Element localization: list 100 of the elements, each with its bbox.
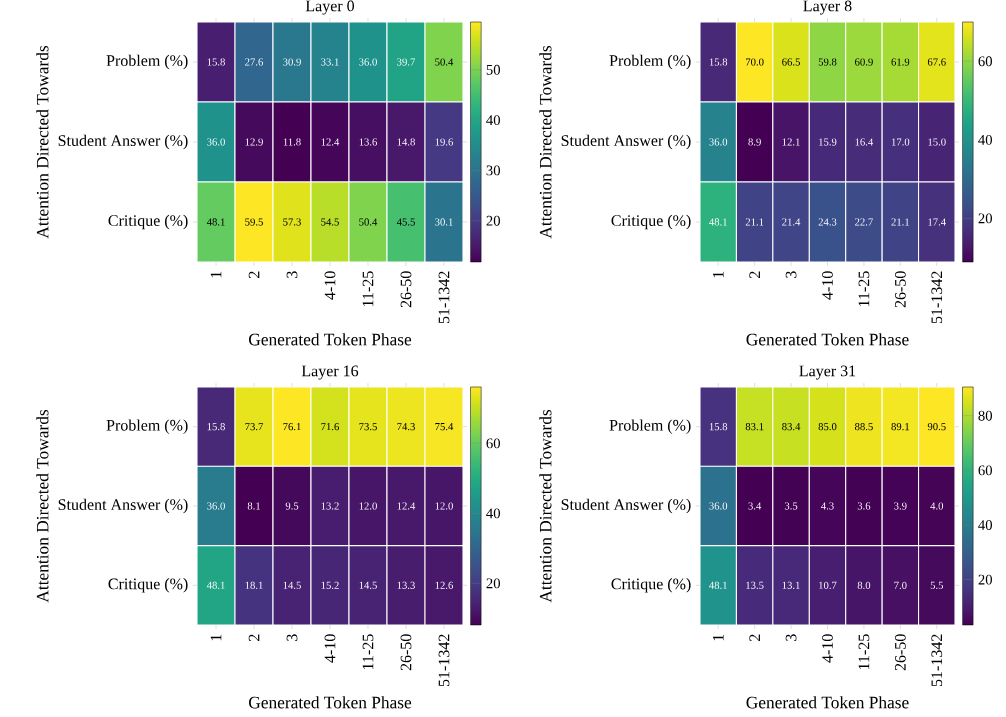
data-label: 4.3 bbox=[821, 502, 834, 510]
data-label: 71.6 bbox=[321, 423, 340, 431]
data-label: 14.5 bbox=[283, 581, 301, 589]
chart-title: Layer 0 bbox=[305, 0, 355, 15]
data-label: 30.1 bbox=[435, 218, 453, 226]
data-label: 85.0 bbox=[818, 423, 837, 431]
data-label: 73.7 bbox=[245, 423, 264, 431]
data-label: 45.5 bbox=[396, 218, 415, 226]
data-label: 15.0 bbox=[928, 138, 946, 146]
color-bar-label: 40 bbox=[978, 520, 992, 530]
data-label: 13.3 bbox=[397, 581, 415, 589]
color-bar-label: 20 bbox=[486, 578, 500, 589]
y-tick-label: Problem (%) bbox=[609, 54, 691, 70]
data-label: 74.3 bbox=[397, 423, 415, 431]
data-label: 21.4 bbox=[782, 218, 801, 226]
data-label: 36.0 bbox=[207, 138, 225, 146]
data-label: 33.1 bbox=[321, 58, 339, 66]
data-label: 59.5 bbox=[245, 218, 263, 226]
data-label: 27.6 bbox=[245, 58, 264, 66]
x-tick-label: 4-10 bbox=[822, 271, 833, 300]
data-label: 17.4 bbox=[928, 218, 946, 226]
data-label: 13.2 bbox=[321, 502, 339, 510]
y-tick-label: Student Answer (%) bbox=[58, 134, 188, 150]
x-tick-label: 1 bbox=[712, 634, 724, 641]
y-axis-title: Attention Directed Towards bbox=[539, 45, 552, 239]
data-label: 67.6 bbox=[927, 58, 946, 66]
x-tick-label: 1 bbox=[210, 634, 222, 641]
x-tick-label: 26-50 bbox=[400, 271, 412, 308]
x-tick-label: 2 bbox=[749, 271, 760, 278]
y-tick-label: Critique (%) bbox=[611, 578, 691, 593]
data-label: 66.5 bbox=[782, 58, 800, 66]
data-label: 75.4 bbox=[435, 423, 454, 431]
color-bar-label: 60 bbox=[978, 465, 992, 476]
data-label: 50.4 bbox=[435, 58, 454, 66]
data-label: 61.9 bbox=[891, 58, 910, 66]
data-label: 15.8 bbox=[709, 423, 728, 431]
data-label: 13.1 bbox=[782, 581, 800, 589]
data-label: 12.4 bbox=[397, 502, 416, 510]
data-label: 14.8 bbox=[397, 138, 415, 146]
data-label: 50.4 bbox=[359, 218, 378, 226]
data-label: 7.0 bbox=[894, 581, 907, 589]
y-tick-label: Critique (%) bbox=[611, 214, 691, 230]
data-label: 15.8 bbox=[207, 423, 225, 431]
color-bar-label: 20 bbox=[486, 215, 500, 226]
data-label: 11.8 bbox=[283, 138, 301, 146]
chart-title: Layer 8 bbox=[803, 0, 852, 15]
y-tick-label: Problem (%) bbox=[106, 419, 188, 434]
data-label: 3.4 bbox=[748, 502, 762, 510]
data-label: 48.1 bbox=[206, 581, 225, 589]
y-tick-label: Problem (%) bbox=[609, 419, 691, 434]
data-label: 59.8 bbox=[818, 58, 837, 66]
x-tick-label: 2 bbox=[248, 271, 260, 278]
data-label: 3.9 bbox=[894, 502, 907, 510]
data-label: 48.1 bbox=[709, 218, 727, 226]
data-label: 57.3 bbox=[283, 218, 301, 226]
data-label: 15.9 bbox=[819, 138, 837, 146]
color-bar-label: 80 bbox=[978, 410, 992, 421]
data-label: 4.0 bbox=[930, 502, 944, 510]
x-tick-label: 3 bbox=[286, 634, 298, 641]
data-label: 70.0 bbox=[746, 58, 764, 66]
data-label: 60.9 bbox=[855, 58, 873, 66]
y-tick-label: Student Answer (%) bbox=[561, 498, 691, 514]
x-axis-title: Generated Token Phase bbox=[746, 333, 909, 346]
x-tick-label: 4-10 bbox=[324, 271, 336, 300]
color-bar-label: 20 bbox=[978, 213, 992, 224]
chart-title: Layer 31 bbox=[799, 365, 856, 380]
data-label: 3.6 bbox=[857, 502, 871, 510]
data-label: 39.7 bbox=[397, 58, 416, 66]
data-label: 19.6 bbox=[435, 138, 454, 146]
data-label: 9.5 bbox=[285, 502, 299, 510]
data-label: 30.9 bbox=[283, 58, 301, 66]
data-label: 5.5 bbox=[930, 581, 944, 589]
data-label: 15.2 bbox=[321, 581, 339, 589]
data-label: 10.7 bbox=[819, 581, 837, 589]
color-bar-label: 40 bbox=[486, 508, 500, 519]
data-label: 14.5 bbox=[359, 581, 377, 589]
x-tick-label: 11-25 bbox=[362, 271, 374, 307]
y-tick-label: Critique (%) bbox=[108, 578, 188, 593]
data-label: 24.3 bbox=[818, 218, 837, 226]
data-label: 12.1 bbox=[782, 138, 800, 146]
x-tick-label: 11-25 bbox=[362, 634, 374, 670]
data-label: 8.0 bbox=[857, 581, 871, 589]
y-axis-title: Attention Directed Towards bbox=[36, 409, 49, 603]
x-axis-title: Generated Token Phase bbox=[249, 333, 412, 346]
data-label: 89.1 bbox=[891, 423, 910, 431]
x-tick-label: 26-50 bbox=[400, 634, 412, 671]
x-axis-title: Generated Token Phase bbox=[746, 696, 909, 709]
x-tick-label: 26-50 bbox=[894, 634, 906, 671]
data-label: 36.0 bbox=[359, 58, 377, 66]
x-tick-label: 3 bbox=[286, 271, 298, 278]
data-label: 21.1 bbox=[891, 218, 910, 226]
y-axis-title: Attention Directed Towards bbox=[539, 409, 552, 603]
data-label: 12.0 bbox=[359, 502, 377, 510]
color-bar-label: 40 bbox=[486, 115, 500, 126]
color-bar-label: 20 bbox=[978, 574, 992, 585]
x-tick-label: 2 bbox=[749, 634, 760, 641]
data-label: 12.0 bbox=[435, 502, 453, 510]
data-label: 12.4 bbox=[321, 138, 340, 146]
data-label: 22.7 bbox=[855, 218, 873, 226]
data-label: 15.8 bbox=[709, 58, 728, 66]
